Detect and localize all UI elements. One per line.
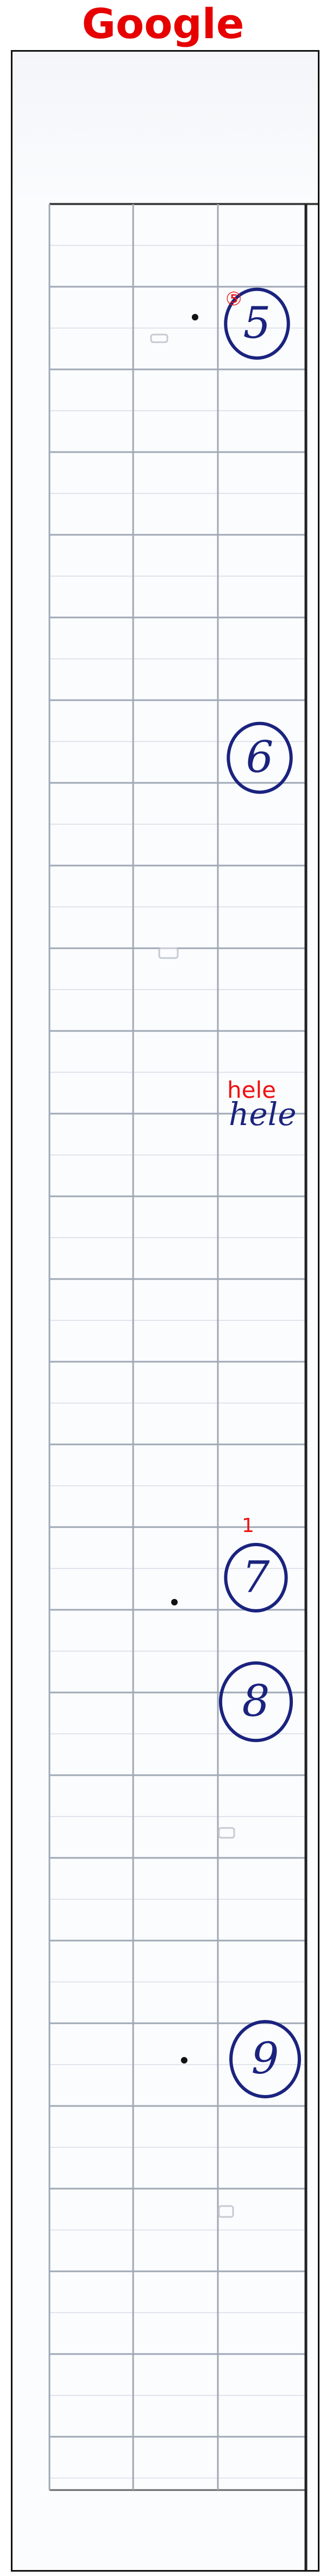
grid-paper: 5 6 7 8 9 [12, 52, 318, 2570]
handwritten-circle [218, 1661, 293, 1743]
handwritten-number: 6 [246, 732, 274, 782]
overlay-label-circled-five: ⑤ [225, 288, 242, 310]
scan-shading [12, 52, 318, 209]
overlay-label-hele: hele [227, 1077, 276, 1103]
ink-dot [192, 314, 198, 320]
ink-dot [181, 2057, 187, 2064]
handwritten-circle [224, 287, 290, 360]
scanned-grid-document: 5 6 7 8 9 ⑤ hele 1 hele [11, 50, 319, 2572]
handwritten-word: hele [229, 1096, 297, 1133]
brand-label: Google [82, 0, 244, 48]
pencil-mark [218, 1827, 235, 1839]
handwritten-number: 9 [252, 2033, 279, 2084]
pencil-mark [218, 2205, 234, 2218]
handwritten-number: 5 [243, 298, 271, 348]
grid-lines: 5 6 7 8 9 [48, 203, 318, 2570]
handwritten-circle [227, 721, 293, 794]
pencil-mark [150, 333, 168, 343]
handwritten-circle [224, 1543, 288, 1613]
handwritten-number: 8 [242, 1676, 270, 1726]
handwritten-circle [229, 2020, 301, 2098]
ink-dot [171, 1599, 178, 1605]
brand-logo-google: Google [0, 0, 326, 48]
handwritten-number: 7 [242, 1552, 270, 1602]
overlay-label-one: 1 [242, 1515, 254, 1537]
pencil-mark [158, 947, 179, 959]
